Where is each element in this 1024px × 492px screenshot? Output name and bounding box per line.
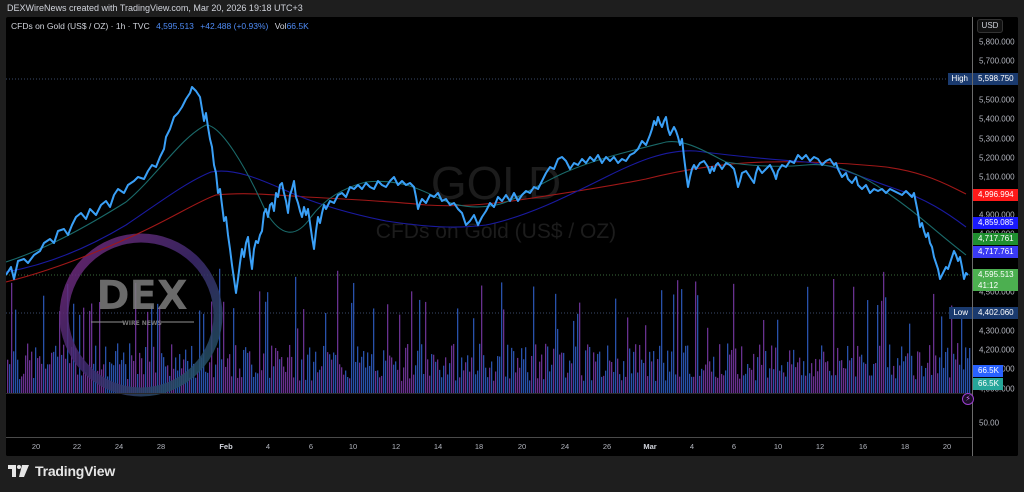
volume-ma-tag: 66.5K (973, 378, 1003, 390)
time-label: 4 (689, 442, 695, 451)
price-tick: 4,300.000 (979, 326, 1015, 336)
footer: TradingView (8, 463, 115, 479)
time-label: 4 (265, 442, 271, 451)
tradingview-logo-icon (8, 465, 29, 477)
ma-fast-tag: 4,717.761 (973, 233, 1018, 245)
price-chart-canvas[interactable]: GOLD CFDs on Gold (US$ / OZ) DEX WIRE NE… (6, 17, 972, 437)
high-label: High (947, 73, 972, 85)
legend-price: 4,595.513 (156, 21, 194, 31)
chart-legend[interactable]: CFDs on Gold (US$ / OZ) · 1h · TVC 4,595… (11, 21, 309, 31)
time-label: Mar (643, 442, 657, 451)
time-label: 6 (308, 442, 314, 451)
time-label: Feb (219, 442, 233, 451)
ma-slow-tag: 4,996.994 (973, 189, 1018, 201)
price-tick: 5,100.000 (979, 172, 1015, 182)
ma-mid-line (6, 150, 967, 273)
time-label: 28 (156, 442, 166, 451)
volume-tick: 50.00 (979, 418, 1000, 428)
snapshot-credit: DEXWireNews created with TradingView.com… (7, 3, 303, 13)
volume-value: 66.5K (286, 21, 309, 31)
time-label: 6 (731, 442, 737, 451)
price-tick: 4,200.000 (979, 345, 1015, 355)
last-price-value: 4,595.513 (978, 270, 1014, 279)
time-label: 18 (900, 442, 910, 451)
time-label: 20 (942, 442, 952, 451)
low-label: Low (949, 307, 972, 319)
price-tick: 5,500.000 (979, 95, 1015, 105)
ma-mid-tag: 4,859.085 (973, 217, 1018, 229)
dex-logo-watermark: DEX WIRE NEWS (59, 233, 223, 397)
time-axis[interactable]: 20 22 24 28 Feb 4 6 10 12 14 18 20 24 26 Mar 4 6 10 12 16 18… (6, 437, 972, 456)
low-price-tag: 4,402.060 (973, 307, 1018, 319)
price-tick: 4,900.000 (979, 210, 1015, 220)
ma-slow-line (6, 161, 967, 283)
time-label: 12 (391, 442, 401, 451)
ma-fast-line (6, 124, 967, 263)
time-label: 22 (72, 442, 82, 451)
volume-pane-separator[interactable] (6, 393, 972, 394)
time-label: 26 (602, 442, 612, 451)
logo-text: DEX (96, 273, 188, 319)
time-label: 14 (433, 442, 443, 451)
price-axis[interactable]: USD 5,800.000 5,700.000 5,500.000 5,400.… (972, 17, 1018, 456)
price-tick: 5,400.000 (979, 114, 1015, 124)
price-tick: 5,300.000 (979, 134, 1015, 144)
time-label: 16 (858, 442, 868, 451)
ma-fast-tag-secondary: 4,717.761 (973, 246, 1018, 258)
time-label: 18 (474, 442, 484, 451)
price-line (6, 86, 969, 294)
watermark-description: CFDs on Gold (US$ / OZ) (376, 220, 616, 243)
chart-panel[interactable]: GOLD CFDs on Gold (US$ / OZ) DEX WIRE NE… (6, 17, 1018, 456)
time-label: 10 (348, 442, 358, 451)
time-label: 20 (31, 442, 41, 451)
price-tick: 5,800.000 (979, 37, 1015, 47)
high-price-tag: 5,598.750 (973, 73, 1018, 85)
lightning-icon[interactable]: ⚡ (962, 393, 974, 405)
time-label: 20 (517, 442, 527, 451)
legend-change: +42.488 (+0.93%) (200, 21, 269, 31)
currency-button[interactable]: USD (977, 19, 1003, 33)
time-label: 12 (815, 442, 825, 451)
time-label: 24 (114, 442, 124, 451)
price-tick: 5,700.000 (979, 56, 1015, 66)
volume-label: Vol (274, 21, 287, 31)
tradingview-brand: TradingView (35, 463, 116, 479)
price-tick: 4,500.000 (979, 287, 1015, 297)
bar-countdown: 41:12 (978, 281, 999, 290)
price-tick: 5,200.000 (979, 153, 1015, 163)
last-price-tag: 4,595.513 41:12 (973, 269, 1018, 291)
time-label: 24 (560, 442, 570, 451)
symbol-description[interactable]: CFDs on Gold (US$ / OZ) · 1h · TVC (11, 21, 150, 31)
volume-tag: 66.5K (973, 365, 1003, 377)
time-label: 10 (773, 442, 783, 451)
logo-subtext: WIRE NEWS (122, 320, 162, 327)
